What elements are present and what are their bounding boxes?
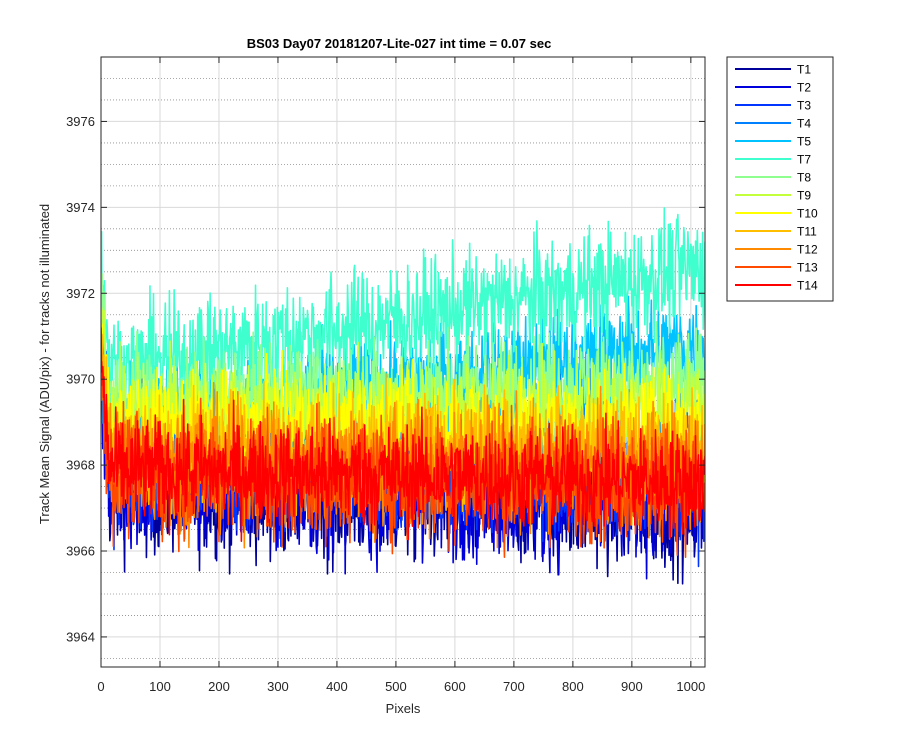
chart-title: BS03 Day07 20181207-Lite-027 int time = … (247, 36, 552, 51)
legend: T1 T2 T3 T4 T5 T7 T8 T9 T10 T11 T12 T13 T14 (726, 56, 834, 302)
legend-label-t1: T1 (797, 63, 811, 77)
x-tick-label: 500 (385, 679, 407, 694)
legend-label-t5: T5 (797, 135, 811, 149)
y-tick-label: 3976 (66, 114, 95, 129)
y-tick-label: 3966 (66, 544, 95, 559)
x-tick-label: 0 (97, 679, 104, 694)
x-tick-label: 300 (267, 679, 289, 694)
y-tick-label: 3974 (66, 200, 95, 215)
y-axis-label: Track Mean Signal (ADU/pix) - for tracks… (37, 204, 52, 524)
y-tick-label: 3968 (66, 458, 95, 473)
legend-label-t14: T14 (797, 279, 818, 293)
x-tick-label: 200 (208, 679, 230, 694)
legend-label-t10: T10 (797, 207, 818, 221)
plot-border (100, 56, 706, 668)
legend-box (726, 56, 834, 302)
y-tick-label: 3964 (66, 629, 95, 644)
legend-label-t2: T2 (797, 81, 811, 95)
y-axis-ticks: 3964 3966 3968 3970 3972 3974 3976 (66, 114, 705, 644)
legend-label-t8: T8 (797, 171, 811, 185)
x-tick-label: 1000 (676, 679, 705, 694)
legend-label-t7: T7 (797, 153, 811, 167)
legend-label-t13: T13 (797, 261, 818, 275)
series-line-t14 (101, 327, 705, 542)
x-tick-label: 800 (562, 679, 584, 694)
legend-label-t4: T4 (797, 117, 811, 131)
series-lines (101, 207, 705, 585)
x-axis-label: Pixels (386, 701, 421, 716)
y-tick-label: 3970 (66, 372, 95, 387)
y-tick-label: 3972 (66, 286, 95, 301)
x-tick-label: 600 (444, 679, 466, 694)
x-axis-ticks: 0 100 200 300 400 500 600 700 800 900 1000 (97, 57, 705, 694)
x-tick-label: 700 (503, 679, 525, 694)
x-tick-label: 400 (326, 679, 348, 694)
legend-label-t11: T11 (797, 225, 817, 239)
legend-label-t9: T9 (797, 189, 811, 203)
legend-label-t12: T12 (797, 243, 818, 257)
legend-label-t3: T3 (797, 99, 811, 113)
x-tick-label: 100 (149, 679, 171, 694)
x-tick-label: 900 (621, 679, 643, 694)
series-line-t7 (101, 207, 705, 443)
